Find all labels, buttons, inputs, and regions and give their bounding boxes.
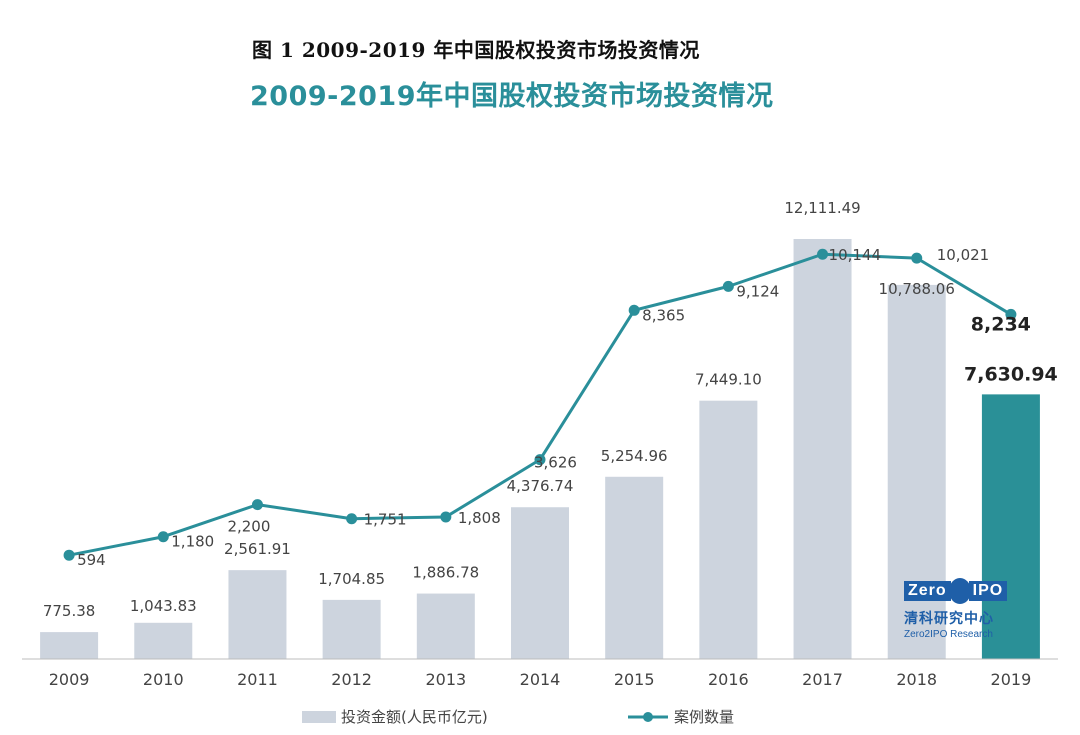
line-label-2015: 8,365 — [642, 306, 685, 324]
line-label-2011: 2,200 — [227, 518, 270, 536]
bar-label-2009: 775.38 — [43, 602, 96, 620]
x-tick-label-2015: 2015 — [614, 670, 655, 689]
legend-bar-swatch — [302, 711, 336, 723]
line-label-2009: 594 — [77, 551, 106, 569]
legend-bar-label: 投资金额(人民币亿元) — [341, 708, 488, 726]
logo-word-left: Zero — [904, 581, 951, 601]
bar-2019 — [981, 394, 1040, 659]
line-point-2017 — [817, 248, 829, 260]
line-point-2013 — [440, 511, 452, 523]
bar-2013 — [416, 593, 475, 659]
x-tick-label-2009: 2009 — [49, 670, 90, 689]
bar-label-2016: 7,449.10 — [695, 371, 762, 389]
bar-2016 — [699, 400, 758, 659]
x-tick-label-2016: 2016 — [708, 670, 749, 689]
x-tick-label-2013: 2013 — [425, 670, 466, 689]
line-label-2012: 1,751 — [364, 511, 407, 529]
logo-name-en: Zero2IPO Research — [904, 629, 993, 640]
x-tick-label-2012: 2012 — [331, 670, 372, 689]
line-point-2019 — [1005, 308, 1017, 320]
line-label-2019: 8,234 — [971, 313, 1031, 335]
line-point-2014 — [534, 454, 546, 466]
zero2ipo-logo: Zero IPO 清科研究中心 Zero2IPO Research — [904, 578, 1014, 640]
bar-label-2015: 5,254.96 — [601, 447, 668, 465]
line-label-2014: 3,626 — [534, 454, 577, 472]
chart-title: 2009-2019年中国股权投资市场投资情况 — [250, 81, 774, 112]
line-point-2011 — [251, 499, 263, 511]
legend-line-label: 案例数量 — [674, 708, 734, 726]
bar-2010 — [134, 622, 193, 659]
x-tick-label-2010: 2010 — [143, 670, 184, 689]
bar-2011 — [228, 570, 287, 659]
bar-label-2010: 1,043.83 — [130, 597, 197, 615]
x-tick-label-2019: 2019 — [991, 670, 1032, 689]
bar-label-2018: 10,788.06 — [879, 280, 955, 298]
figure-caption: 图 1 2009-2019 年中国股权投资市场投资情况 — [252, 38, 700, 62]
bar-label-2011: 2,561.91 — [224, 540, 291, 558]
logo-name-cn: 清科研究中心 — [904, 611, 994, 627]
line-label-2016: 9,124 — [736, 282, 779, 300]
x-tick-label-2014: 2014 — [520, 670, 561, 689]
x-tick-label-2017: 2017 — [802, 670, 843, 689]
bar-label-2017: 12,111.49 — [784, 199, 860, 217]
bar-2012 — [322, 599, 381, 659]
line-point-2015 — [628, 304, 640, 316]
logo-word-right: IPO — [968, 581, 1008, 601]
line-point-2016 — [722, 280, 734, 292]
line-label-2018: 10,021 — [937, 246, 990, 264]
logo-circle-icon — [948, 578, 971, 604]
line-point-2018 — [911, 252, 923, 264]
bar-2017 — [793, 239, 852, 659]
line-point-2012 — [346, 513, 358, 525]
legend-line-marker — [643, 712, 653, 722]
line-label-2017: 10,144 — [829, 246, 882, 264]
x-tick-label-2011: 2011 — [237, 670, 278, 689]
line-label-2013: 1,808 — [458, 509, 501, 527]
x-tick-label-2018: 2018 — [896, 670, 937, 689]
bar-2015 — [605, 476, 664, 659]
bar-label-2019: 7,630.94 — [964, 363, 1058, 385]
bar-2014 — [511, 507, 569, 659]
line-label-2010: 1,180 — [171, 533, 214, 551]
bar-2009 — [40, 632, 99, 659]
line-point-2009 — [63, 549, 75, 561]
bar-label-2012: 1,704.85 — [318, 570, 385, 588]
line-point-2010 — [157, 531, 169, 543]
bar-label-2014: 4,376.74 — [507, 477, 574, 495]
bar-label-2013: 1,886.78 — [412, 564, 479, 582]
